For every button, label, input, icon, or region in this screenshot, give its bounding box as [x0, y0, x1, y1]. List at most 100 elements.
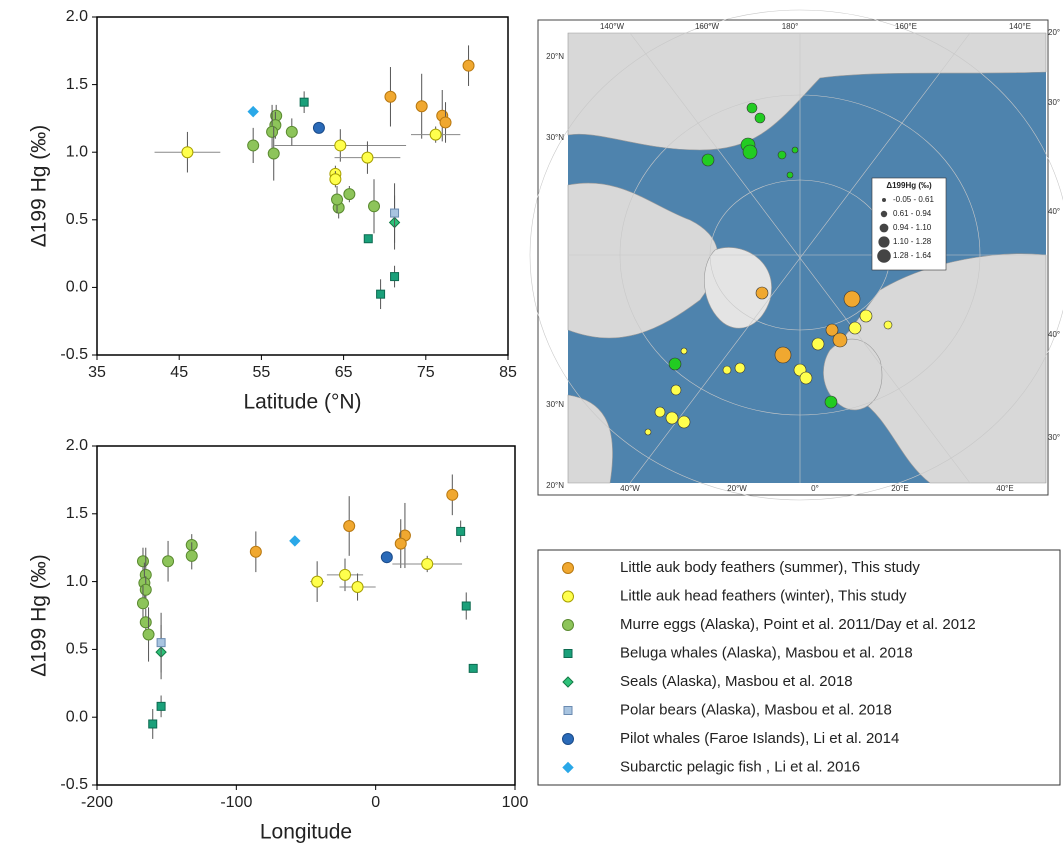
map-lat-label: 30°	[1048, 433, 1060, 442]
y-tick-label: 0.5	[66, 211, 88, 228]
y-tick-label: -0.5	[60, 346, 88, 363]
legend-label: Polar bears (Alaska), Masbou et al. 2018	[620, 701, 892, 718]
site	[859, 309, 873, 323]
marker	[331, 193, 344, 206]
marker	[562, 590, 574, 603]
marker	[439, 116, 452, 129]
site	[824, 395, 838, 409]
map-lon-label: 160°E	[895, 22, 917, 31]
x-tick-label: 65	[335, 364, 353, 381]
x-tick-label: 85	[499, 364, 517, 381]
marker	[562, 676, 574, 688]
marker	[368, 200, 381, 213]
marker	[343, 520, 356, 533]
marker	[247, 105, 259, 118]
y-axis-title: Δ199 Hg (‰)	[28, 554, 51, 677]
marker	[289, 535, 301, 547]
map-lat-label: 20°N	[546, 52, 564, 61]
marker	[142, 628, 155, 641]
legend	[537, 549, 1061, 786]
marker	[156, 638, 166, 648]
marker	[456, 526, 466, 536]
legend-label: Seals (Alaska), Masbou et al. 2018	[620, 673, 853, 690]
marker	[249, 545, 262, 558]
marker	[468, 663, 478, 673]
marker	[461, 601, 471, 611]
y-tick-label: 2.0	[66, 8, 88, 25]
marker	[390, 208, 400, 218]
marker	[562, 562, 574, 574]
marker	[162, 555, 175, 568]
site	[799, 371, 813, 385]
marker	[139, 583, 152, 596]
marker	[361, 151, 374, 164]
site	[670, 384, 682, 396]
y-tick-label: 0.0	[66, 279, 88, 296]
site	[786, 171, 794, 179]
map-legend-symbol	[879, 223, 889, 233]
site	[654, 406, 666, 418]
map-legend-title: Δ199Hg (‰)	[886, 181, 932, 190]
marker	[562, 619, 574, 631]
marker	[339, 568, 352, 581]
map	[529, 9, 1063, 501]
marker	[181, 146, 194, 159]
map-lon-label: 180°	[782, 22, 799, 31]
sites	[644, 102, 893, 436]
map-lat-label: 30°N	[546, 400, 564, 409]
map-legend-symbol	[880, 210, 888, 218]
x-tick-label: 0	[371, 794, 380, 811]
y-tick-label: 1.0	[66, 143, 88, 160]
marker	[429, 128, 442, 141]
x-tick-label: -100	[220, 794, 252, 811]
legend-label: Pilot whales (Faroe Islands), Li et al. …	[620, 730, 899, 747]
marker	[312, 121, 325, 134]
marker	[446, 488, 459, 501]
marker	[156, 701, 166, 711]
marker	[285, 125, 298, 138]
map-lon-label: 140°E	[1009, 22, 1031, 31]
map-legend-symbol	[878, 236, 890, 248]
marker	[266, 125, 279, 138]
legend-label: Subarctic pelagic fish , Li et al. 2016	[620, 758, 860, 775]
marker	[267, 147, 280, 160]
x-tick-label: 45	[170, 364, 188, 381]
map-legend-label: -0.05 - 0.61	[893, 195, 934, 204]
marker	[351, 581, 364, 594]
site	[644, 428, 652, 436]
site	[746, 102, 758, 114]
site	[754, 112, 766, 124]
site	[677, 415, 691, 429]
site	[832, 332, 848, 348]
y-tick-label: 0.0	[66, 708, 88, 725]
map-legend-symbol	[877, 249, 891, 263]
marker	[363, 234, 373, 244]
marker	[343, 188, 356, 201]
x-tick-label: 100	[502, 794, 529, 811]
marker	[136, 555, 149, 568]
map-legend-label: 0.94 - 1.10	[893, 223, 932, 232]
y-axis-title: Δ199 Hg (‰)	[28, 125, 51, 248]
site	[774, 346, 792, 364]
y-tick-label: 1.0	[66, 573, 88, 590]
marker	[311, 575, 324, 588]
x-axis-title: Longitude	[260, 821, 352, 844]
scandinavia	[823, 338, 883, 411]
marker	[563, 649, 573, 658]
map-legend-label: 1.28 - 1.64	[893, 251, 932, 260]
map-lat-label: 40°	[1048, 207, 1060, 216]
y-tick-label: -0.5	[60, 776, 88, 793]
graticule	[529, 9, 1063, 501]
marker	[384, 90, 397, 103]
y-tick-label: 2.0	[66, 437, 88, 454]
site	[701, 153, 715, 167]
site	[848, 321, 862, 335]
map-lon-label: 20°E	[891, 484, 908, 493]
marker	[562, 761, 574, 774]
site	[811, 337, 825, 351]
marker	[329, 173, 342, 186]
map-lat-label: 40°	[1048, 330, 1060, 339]
x-tick-label: 75	[417, 364, 435, 381]
marker	[136, 597, 149, 610]
map-legend-label: 1.10 - 1.28	[893, 237, 932, 246]
